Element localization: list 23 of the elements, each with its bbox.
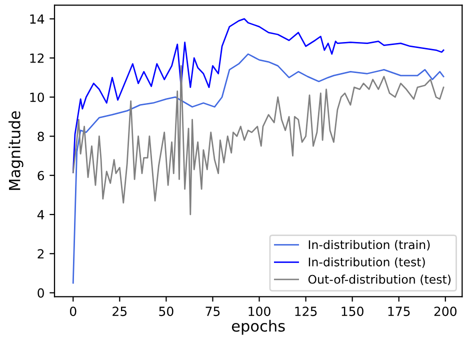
y-tick-label: 0 [38,288,44,298]
legend-label: In-distribution (test) [308,257,425,268]
y-tick-label: 6 [38,170,44,180]
x-tick-label: 175 [388,306,410,316]
y-tick-label: 10 [30,92,44,102]
x-tick-label: 50 [159,306,174,316]
x-tick-label: 0 [70,306,76,316]
x-tick-label: 25 [112,306,127,316]
legend-label: In-distribution (train) [308,240,430,251]
legend-label: Out-of-distribution (test) [308,274,451,286]
y-tick-label: 4 [37,210,44,220]
line-series [72,65,444,216]
y-axis-title: Magnitude [8,111,24,190]
x-axis-title: epochs [232,320,285,335]
x-tick-label: 75 [206,306,220,316]
x-tick-label: 125 [295,306,317,316]
x-tick-label: 150 [342,306,364,316]
y-tick-label: 12 [30,53,44,63]
y-tick-label: 2 [38,249,44,258]
x-tick-label: 200 [434,306,456,316]
y-tick-label: 8 [38,132,44,142]
x-tick-label: 100 [248,306,270,316]
y-tick-label: 14 [30,14,44,24]
